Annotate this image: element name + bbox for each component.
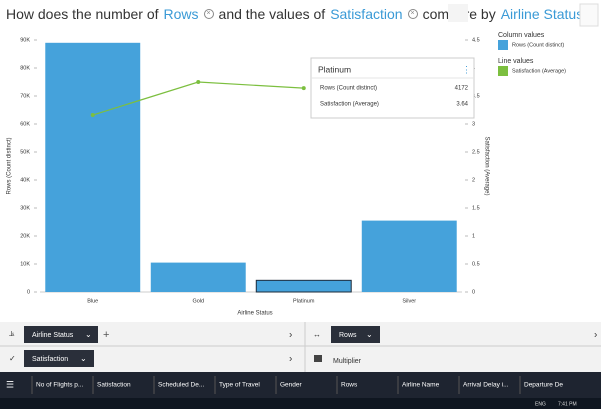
line-point [196, 80, 201, 84]
x-axis-title: Airline Status [237, 311, 272, 317]
legend-label: Rows (Count distinct) [512, 42, 564, 48]
legend-title: Column values [498, 32, 545, 39]
column-chip[interactable] [94, 374, 153, 396]
column-chip[interactable] [216, 374, 275, 396]
tooltip-label: Rows (Count distinct) [320, 86, 377, 92]
y2-tick-label: 3 [472, 121, 475, 127]
y-tick-label: 50K [20, 149, 30, 155]
panel [0, 322, 601, 372]
tooltip-value: 4172 [455, 86, 469, 92]
x-tick-label: Blue [87, 298, 98, 304]
multiplier-label: Multiplier [333, 358, 362, 365]
y2-tick-label: 1.5 [472, 205, 480, 211]
tooltip-title: Platinum [318, 64, 351, 74]
y-tick-label: 20K [20, 233, 30, 239]
header-token[interactable]: Airline Status [500, 6, 584, 22]
add-button[interactable]: + [103, 329, 109, 341]
next-button[interactable]: › [289, 330, 292, 341]
y2-tick-label: 4.5 [472, 37, 480, 43]
line-point [301, 86, 306, 91]
icon: ⫡ [9, 329, 15, 338]
icon: ↔ [313, 330, 321, 339]
column-label: Arrival Delay i... [463, 382, 509, 389]
column-label: Gender [280, 382, 303, 389]
tooltip-value: 3.64 [456, 102, 468, 108]
chevron: ⌄ [80, 354, 87, 363]
chevron: ⌄ [366, 330, 373, 339]
column-chip[interactable] [155, 374, 214, 396]
column-chip[interactable] [338, 374, 397, 396]
column-chip[interactable] [460, 374, 519, 396]
column-chip[interactable] [33, 374, 92, 396]
column-label: Departure De [524, 382, 563, 389]
line-point [90, 113, 95, 118]
y2-tick-label: 2 [472, 177, 475, 183]
remove-icon[interactable]: × [203, 9, 214, 19]
y2-tick-label: 3.5 [472, 93, 480, 99]
legend-label: Satisfaction (Average) [512, 68, 566, 74]
column-label: Airline Name [402, 382, 440, 389]
legend-swatch [498, 66, 508, 76]
y-axis-title: Rows (Count distinct) [7, 137, 13, 194]
column-chip[interactable] [277, 374, 336, 396]
y-tick-label: 10K [20, 261, 30, 267]
tooltip-label: Satisfaction (Average) [320, 102, 379, 108]
legend-title: Line values [498, 58, 534, 65]
y-tick-label: 30K [20, 205, 30, 211]
y2-tick-label: 0 [472, 289, 475, 295]
y2-tick-label: 1 [472, 233, 475, 239]
dropdown[interactable] [24, 350, 94, 367]
toolbar [448, 4, 468, 22]
column-label: Rows [341, 382, 358, 389]
dropdown[interactable] [331, 326, 380, 343]
header-text: and the values of [218, 6, 326, 22]
icon: ✓ [9, 354, 16, 363]
x-tick-label: Silver [402, 298, 416, 304]
taskbar-lang: ENG [535, 401, 546, 407]
dropdown-label: Airline Status [32, 332, 74, 339]
side-button[interactable] [579, 3, 599, 27]
y-tick-label: 80K [20, 65, 30, 71]
column-label: Scheduled De... [158, 382, 204, 389]
y-tick-label: 70K [20, 93, 30, 99]
icon: ☰ [6, 379, 14, 389]
dropdown-label: Satisfaction [32, 356, 68, 363]
column-label: No of Flights p... [36, 382, 84, 389]
column-chip[interactable] [399, 374, 458, 396]
bar [45, 42, 141, 292]
header-token[interactable]: Satisfaction [330, 6, 403, 22]
bar [361, 220, 457, 292]
legend-swatch [498, 40, 508, 50]
bar [255, 279, 352, 293]
tooltip-menu[interactable]: ⋮ [462, 64, 471, 74]
bar [150, 262, 246, 292]
dropdown-label: Rows [339, 332, 357, 339]
y2-axis-title: Satisfaction (Average) [483, 137, 489, 196]
taskbar-time: 7:41 PM [558, 401, 577, 407]
chevron: ⌄ [85, 330, 92, 339]
remove-icon[interactable]: × [407, 9, 418, 19]
x-tick-label: Platinum [293, 298, 315, 304]
header-text: How does the number of [6, 6, 159, 22]
y-tick-label: 60K [20, 121, 30, 127]
column-label: Type of Travel [219, 382, 260, 389]
y2-tick-label: 0.5 [472, 261, 480, 267]
icon [314, 355, 322, 362]
y-tick-label: 0 [27, 289, 30, 295]
next-button[interactable]: › [594, 330, 597, 341]
y-tick-label: 40K [20, 177, 30, 183]
y2-tick-label: 2.5 [472, 149, 480, 155]
y-tick-label: 90K [20, 37, 30, 43]
header-token[interactable]: Rows [163, 6, 199, 22]
x-tick-label: Gold [192, 298, 204, 304]
tooltip-box [310, 57, 475, 119]
column-label: Satisfaction [97, 382, 131, 389]
column-chip[interactable] [521, 374, 580, 396]
tooltip: Platinum ⋮ Rows (Count distinct) 4172 Sa… [310, 57, 475, 119]
next-button[interactable]: › [289, 354, 292, 365]
dropdown[interactable] [24, 326, 98, 343]
taskbar [0, 398, 601, 409]
